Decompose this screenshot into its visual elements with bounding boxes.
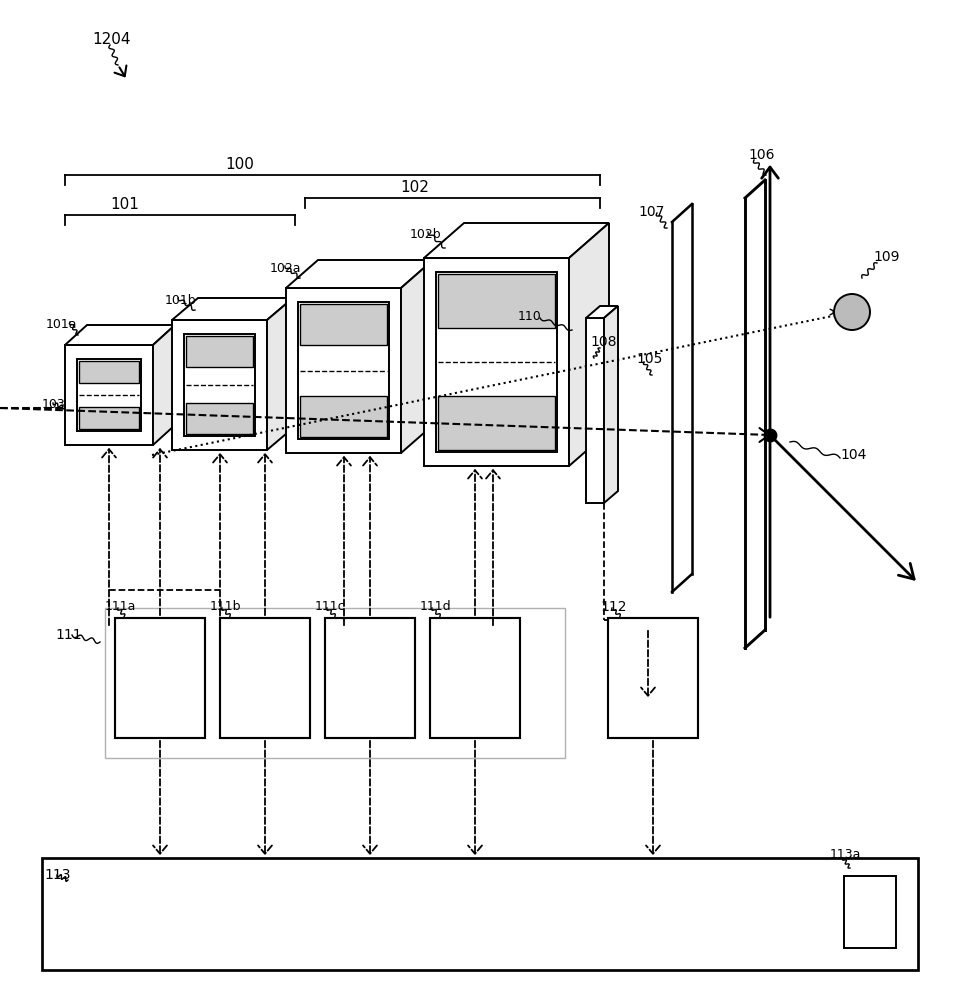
Text: 102: 102 — [400, 180, 429, 195]
Bar — [186, 403, 253, 434]
Text: 105: 105 — [636, 352, 662, 366]
Text: 101b: 101b — [165, 294, 197, 307]
Text: 102a: 102a — [270, 262, 302, 275]
Text: 110: 110 — [518, 310, 542, 323]
Bar — [79, 361, 139, 383]
Polygon shape — [424, 223, 609, 258]
Bar — [586, 318, 604, 503]
Bar — [430, 618, 520, 738]
Bar — [298, 302, 389, 439]
Bar — [436, 272, 557, 452]
Bar — [65, 345, 153, 445]
Text: 102b: 102b — [410, 228, 442, 241]
Bar — [184, 334, 255, 436]
Polygon shape — [267, 298, 293, 450]
Bar — [300, 304, 387, 345]
Text: 109: 109 — [873, 250, 899, 264]
Text: 111: 111 — [55, 628, 82, 642]
Text: 111c: 111c — [315, 600, 346, 613]
Bar — [105, 608, 565, 758]
Polygon shape — [172, 298, 293, 320]
Text: 100: 100 — [225, 157, 254, 172]
Bar — [424, 258, 569, 466]
Text: 101a: 101a — [46, 318, 78, 331]
Text: 111a: 111a — [105, 600, 136, 613]
Polygon shape — [286, 260, 433, 288]
Text: 106: 106 — [748, 148, 775, 162]
Bar — [186, 336, 253, 367]
Text: 103: 103 — [42, 398, 65, 411]
Bar — [438, 396, 555, 450]
Polygon shape — [401, 260, 433, 453]
Bar — [220, 618, 310, 738]
Polygon shape — [65, 325, 175, 345]
Text: 113a: 113a — [830, 848, 861, 861]
Text: 101: 101 — [110, 197, 139, 212]
Text: 107: 107 — [638, 205, 664, 219]
Text: 1204: 1204 — [92, 32, 131, 47]
Bar — [172, 320, 267, 450]
Text: 104: 104 — [840, 448, 867, 462]
Text: 108: 108 — [590, 335, 617, 349]
Bar — [286, 288, 401, 453]
Text: 112: 112 — [600, 600, 627, 614]
Polygon shape — [153, 325, 175, 445]
Bar — [42, 858, 918, 970]
Polygon shape — [569, 223, 609, 466]
Polygon shape — [604, 306, 618, 503]
Bar — [79, 407, 139, 429]
Text: 113: 113 — [44, 868, 70, 882]
Bar — [325, 618, 415, 738]
Bar — [844, 876, 896, 948]
Circle shape — [834, 294, 870, 330]
Polygon shape — [586, 306, 618, 318]
Bar — [300, 396, 387, 437]
Bar — [77, 359, 141, 431]
Text: 111d: 111d — [420, 600, 452, 613]
Text: 111b: 111b — [210, 600, 241, 613]
Bar — [115, 618, 205, 738]
Bar — [438, 274, 555, 328]
Bar — [608, 618, 698, 738]
